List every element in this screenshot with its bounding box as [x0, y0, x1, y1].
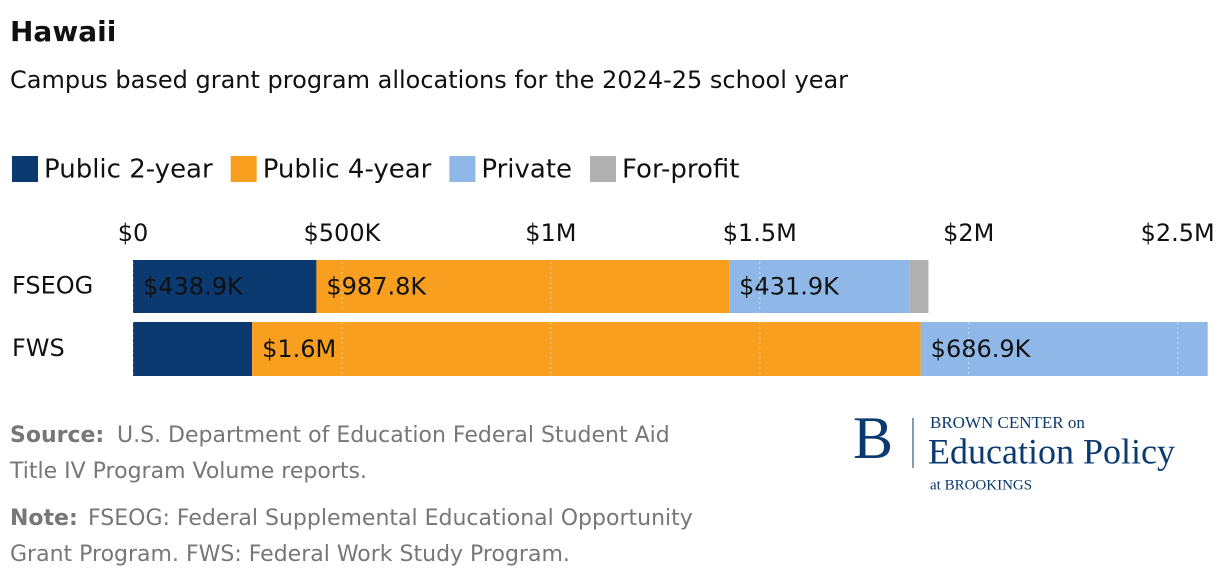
legend-label: Public 2-year	[44, 155, 213, 185]
note-label: Note:	[10, 506, 78, 531]
legend-swatch	[230, 156, 257, 182]
bar	[133, 322, 253, 376]
y-tick-label: FSEOG	[12, 272, 93, 300]
logo-text: BROWN CENTER on	[930, 413, 1085, 432]
legend-label: Public 4-year	[263, 155, 432, 185]
chart-title: Hawaii	[10, 15, 116, 48]
value-label: $1.6M	[262, 335, 336, 363]
logo-text: Education Policy	[928, 431, 1175, 471]
y-tick-label: FWS	[12, 334, 65, 362]
legend-label: Private	[481, 155, 572, 185]
x-tick-label: $500K	[304, 219, 382, 247]
chart-subtitle: Campus based grant program allocations f…	[10, 66, 848, 94]
value-label: $431.9K	[739, 273, 840, 301]
source: Title IV Program Volume reports.	[9, 459, 367, 484]
bar	[252, 322, 921, 376]
bar	[133, 260, 317, 313]
legend: Public 2-year Public 4-year Private For-pro…	[12, 155, 739, 185]
x-tick-label: $2.5M	[1141, 219, 1215, 247]
source: U.S. Department of Education Federal Stu…	[117, 423, 670, 448]
bar	[729, 260, 910, 313]
x-tick-label: $1.5M	[723, 219, 797, 247]
note: Grant Program. FWS: Federal Work Study P…	[10, 542, 570, 567]
legend-swatch	[12, 156, 38, 182]
bar	[316, 260, 730, 313]
value-label: $438.9K	[143, 273, 244, 301]
x-tick-label: $1M	[525, 219, 576, 247]
x-tick-label: $0	[118, 219, 149, 247]
x-tick-label: $2M	[943, 219, 994, 247]
value-label: $987.8K	[326, 273, 427, 301]
value-label: $686.9K	[931, 335, 1032, 363]
legend-label: For-profit	[622, 155, 739, 185]
legend-swatch	[449, 156, 476, 182]
bar	[909, 260, 929, 313]
source-label: Source:	[10, 423, 104, 448]
logo-text: at BROOKINGS	[930, 477, 1032, 493]
legend-swatch	[590, 156, 617, 182]
logo-letter: B	[853, 405, 893, 471]
note: FSEOG: Federal Supplemental Educational …	[88, 506, 693, 531]
